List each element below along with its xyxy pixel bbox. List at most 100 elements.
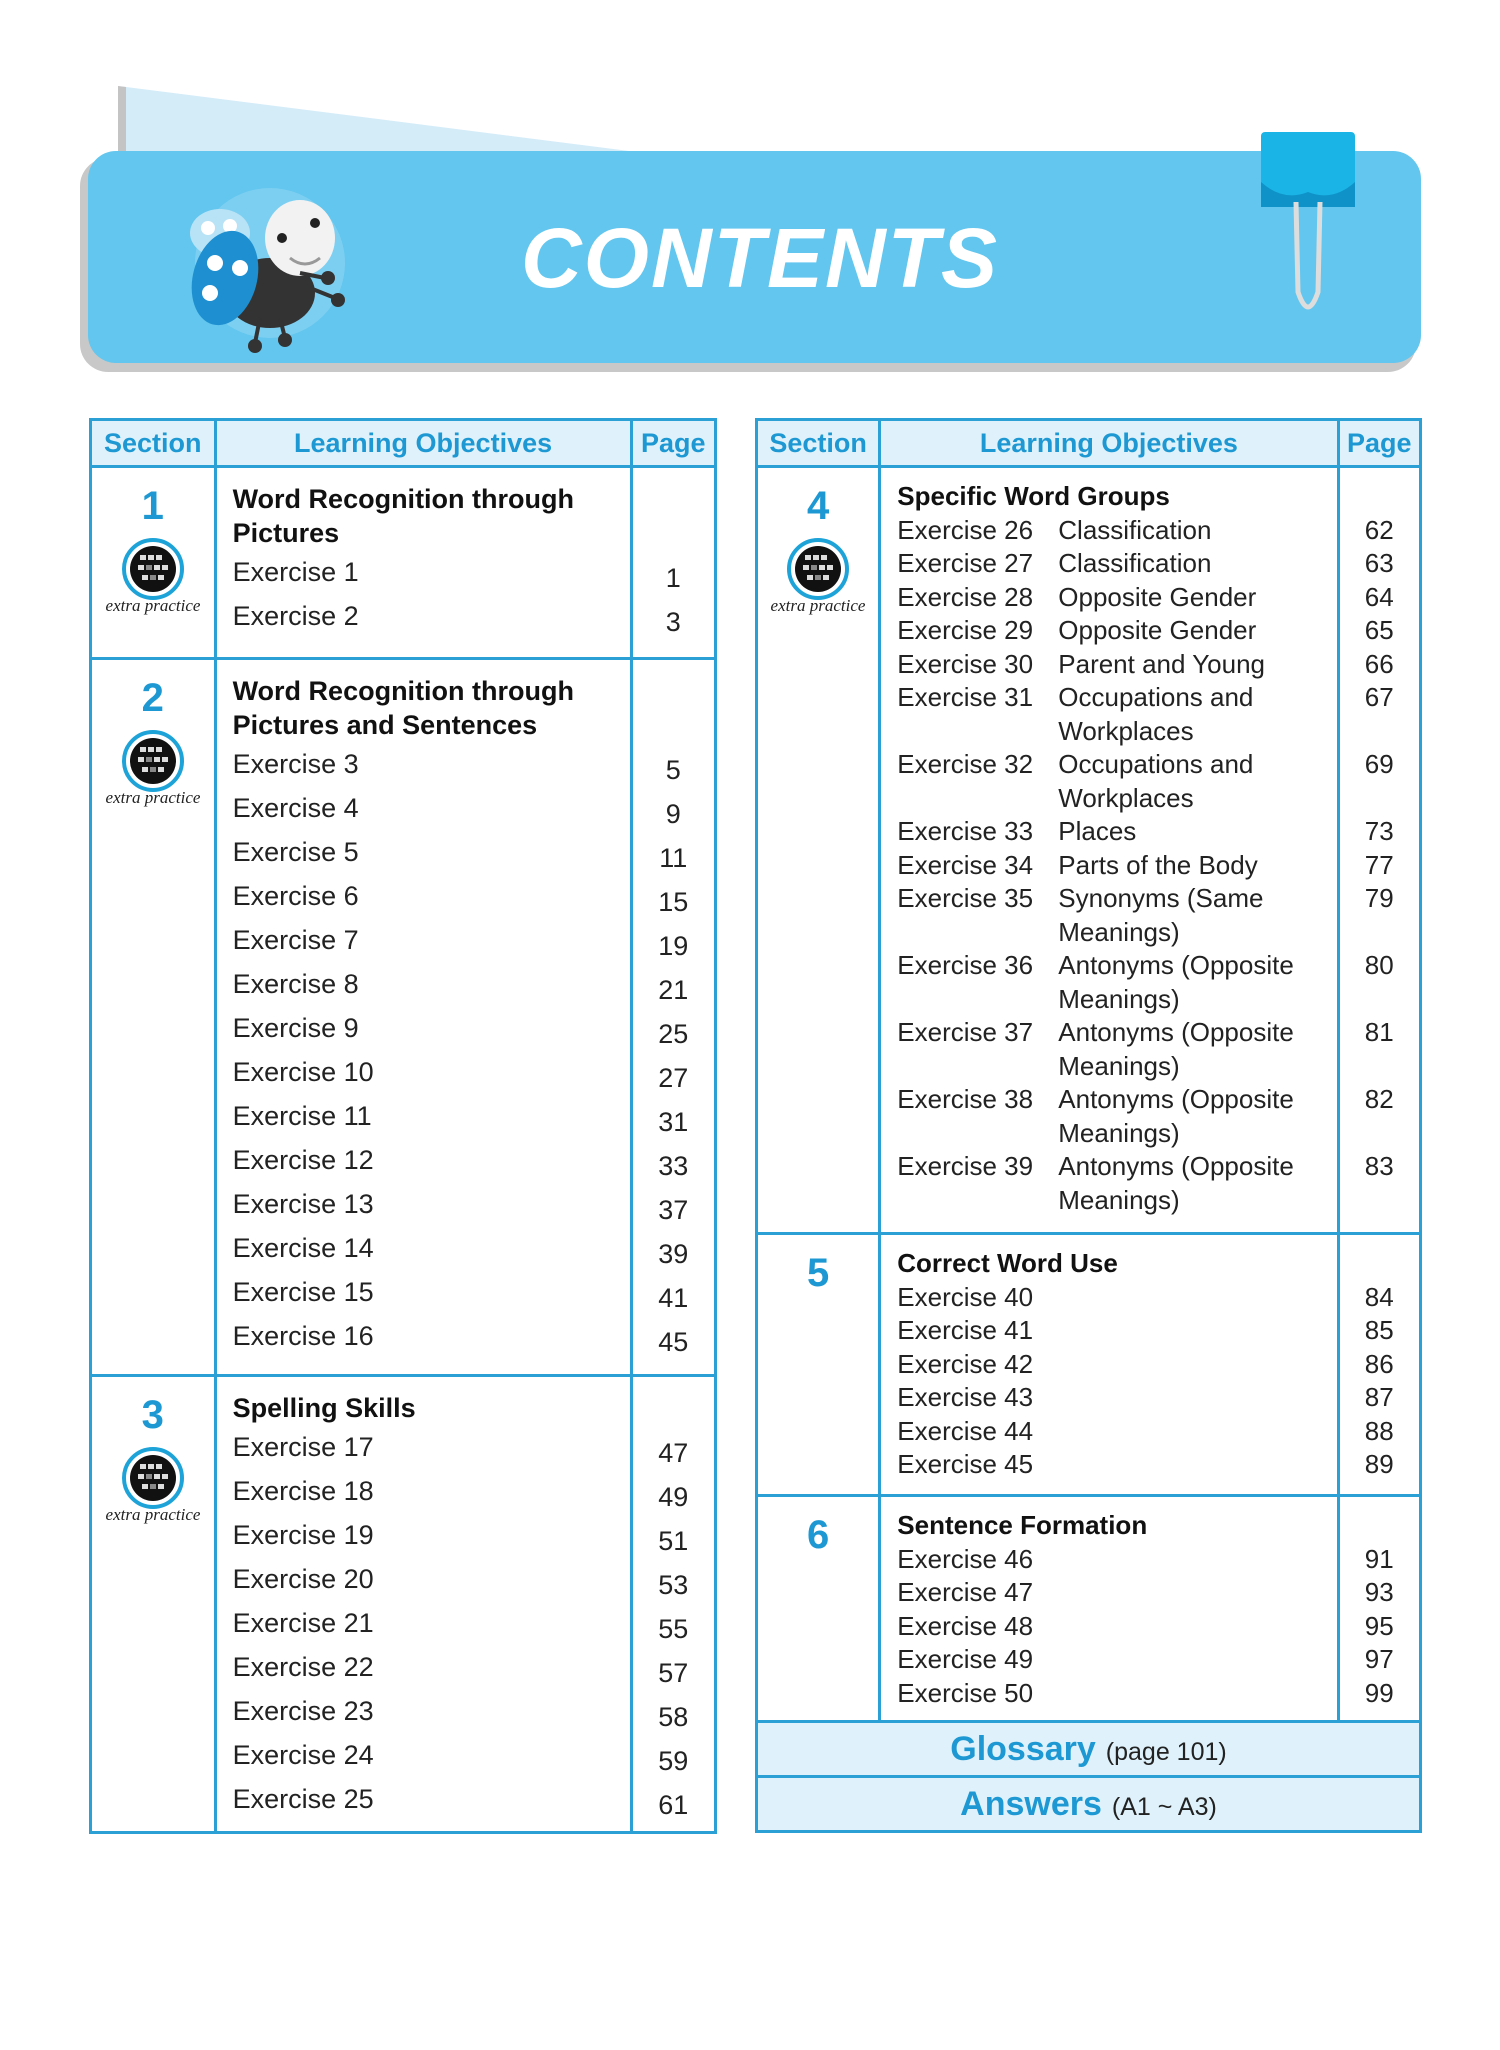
exercise-label[interactable]: Exercise 13 [232, 1189, 374, 1219]
exercise-item[interactable]: Exercise 37 Antonyms (Opposite Meanings) [897, 1016, 1336, 1083]
section-title: Specific Word Groups [897, 481, 1170, 511]
section-number: 5 [807, 1251, 830, 1295]
exercise-label: Exercise 37 [897, 1017, 1034, 1047]
exercise-item[interactable]: Exercise 45 [897, 1448, 1336, 1482]
exercise-page: 66 [1364, 648, 1394, 679]
exercise-label: Exercise 27 [897, 548, 1034, 578]
exercise-description [1058, 1610, 1308, 1644]
exercise-description [1058, 1643, 1308, 1677]
section-title: Spelling Skills [232, 1393, 416, 1423]
exercise-page: 64 [1364, 581, 1394, 612]
exercise-label[interactable]: Exercise 9 [232, 1013, 359, 1043]
page-cell: 62 63 64 65 66 67 69 73 77 79 80 81 82 83 [1336, 465, 1422, 1235]
exercise-item[interactable]: Exercise 43 [897, 1381, 1336, 1415]
exercise-item[interactable]: Exercise 28 Opposite Gender [897, 581, 1336, 615]
glossary-link[interactable]: Glossary (page 101) [755, 1720, 1422, 1778]
exercise-label[interactable]: Exercise 20 [232, 1564, 374, 1594]
column-header-section: Section [754, 418, 882, 468]
exercise-label: Exercise 46 [897, 1543, 1034, 1574]
exercise-label[interactable]: Exercise 19 [232, 1520, 374, 1550]
exercise-item[interactable]: Exercise 38 Antonyms (Opposite Meanings) [897, 1083, 1336, 1150]
exercise-page: 3 [665, 607, 681, 637]
exercise-label[interactable]: Exercise 11 [232, 1101, 372, 1131]
exercise-label[interactable]: Exercise 17 [232, 1432, 374, 1462]
exercise-page: 87 [1364, 1382, 1394, 1412]
exercise-label[interactable]: Exercise 8 [232, 969, 359, 999]
exercise-page: 95 [1364, 1610, 1394, 1641]
exercise-page: 73 [1364, 816, 1394, 846]
exercise-item[interactable]: Exercise 39 Antonyms (Opposite Meanings) [897, 1150, 1336, 1217]
exercise-item[interactable]: Exercise 29 Opposite Gender [897, 614, 1336, 648]
exercise-label[interactable]: Exercise 18 [232, 1476, 374, 1506]
exercise-label[interactable]: Exercise 15 [232, 1277, 374, 1307]
exercise-page: 51 [658, 1526, 689, 1556]
exercise-page: 15 [658, 887, 689, 917]
exercise-item[interactable]: Exercise 41 [897, 1314, 1336, 1348]
exercise-item[interactable]: Exercise 47 [897, 1576, 1336, 1610]
exercise-label: Exercise 32 [897, 749, 1034, 779]
exercise-item[interactable]: Exercise 31 Occupations and Workplaces [897, 681, 1336, 748]
exercise-label[interactable]: Exercise 22 [232, 1652, 374, 1682]
exercise-label[interactable]: Exercise 23 [232, 1696, 374, 1726]
exercise-label[interactable]: Exercise 7 [232, 925, 359, 955]
exercise-description: Occupations and Workplaces [1058, 682, 1254, 746]
exercise-item[interactable]: Exercise 40 [897, 1281, 1336, 1315]
exercise-label[interactable]: Exercise 14 [232, 1233, 374, 1263]
exercise-description [1058, 1281, 1308, 1315]
exercise-description: Places [1058, 816, 1137, 846]
exercise-label[interactable]: Exercise 25 [232, 1784, 374, 1814]
exercise-item[interactable]: Exercise 30 Parent and Young [897, 648, 1336, 682]
exercise-label: Exercise 43 [897, 1382, 1034, 1412]
exercise-label[interactable]: Exercise 1 [232, 557, 359, 587]
exercise-item[interactable]: Exercise 49 [897, 1643, 1336, 1677]
exercise-label[interactable]: Exercise 21 [232, 1608, 374, 1638]
column-header-page: Page [1336, 418, 1422, 468]
exercise-description: Antonyms (Opposite Meanings) [1058, 1151, 1294, 1215]
exercise-description [1058, 1677, 1308, 1711]
exercise-label[interactable]: Exercise 10 [232, 1057, 374, 1087]
exercise-label: Exercise 36 [897, 950, 1034, 980]
exercise-label[interactable]: Exercise 12 [232, 1145, 374, 1175]
glossary-page: (page 101) [1105, 1737, 1227, 1766]
exercise-label[interactable]: Exercise 3 [232, 749, 359, 779]
section-number: 3 [141, 1393, 164, 1437]
exercise-label[interactable]: Exercise 24 [232, 1740, 374, 1770]
exercise-label: Exercise 50 [897, 1677, 1034, 1708]
exercise-item[interactable]: Exercise 44 [897, 1415, 1336, 1449]
exercise-item[interactable]: Exercise 26 Classification [897, 514, 1336, 548]
exercise-item[interactable]: Exercise 32 Occupations and Workplaces [897, 748, 1336, 815]
section-row: 1 extra practice Word Recognition through … [89, 465, 718, 660]
extra-practice-icon: extra practice [105, 730, 201, 807]
exercise-page: 89 [1364, 1449, 1394, 1479]
exercise-description: Parent and Young [1058, 648, 1266, 679]
exercise-item[interactable]: Exercise 48 [897, 1610, 1336, 1644]
exercise-item[interactable]: Exercise 50 [897, 1677, 1336, 1711]
exercise-page: 58 [658, 1702, 689, 1732]
section-row: 3 extra practice Spelling Skills Exercise 1… [89, 1374, 718, 1834]
answers-link[interactable]: Answers (A1 ~ A3) [755, 1775, 1422, 1833]
exercise-label: Exercise 38 [897, 1084, 1034, 1114]
exercise-item[interactable]: Exercise 27 Classification [897, 547, 1336, 581]
exercise-item[interactable]: Exercise 33 Places [897, 815, 1336, 849]
page-title: CONTENTS [521, 211, 999, 305]
exercise-item[interactable]: Exercise 36 Antonyms (Opposite Meanings) [897, 949, 1336, 1016]
section-cell: 4 extra practice [754, 465, 882, 1235]
extra-practice-label: extra practice [105, 596, 200, 615]
exercise-item[interactable]: Exercise 42 [897, 1348, 1336, 1382]
column-header-section: Section [89, 418, 217, 468]
exercise-page: 55 [658, 1614, 689, 1644]
exercise-page: 77 [1364, 849, 1394, 880]
exercise-page: 19 [658, 931, 689, 961]
exercise-label: Exercise 30 [897, 648, 1034, 679]
exercise-item[interactable]: Exercise 46 [897, 1543, 1336, 1577]
exercise-item[interactable]: Exercise 35 Synonyms (Same Meanings) [897, 882, 1336, 949]
exercise-label[interactable]: Exercise 2 [232, 601, 359, 631]
exercise-label[interactable]: Exercise 16 [232, 1321, 374, 1351]
extra-practice-label: extra practice [105, 788, 200, 807]
exercise-label: Exercise 47 [897, 1577, 1034, 1607]
exercise-label[interactable]: Exercise 6 [232, 881, 359, 911]
exercise-page: 31 [658, 1107, 689, 1137]
exercise-label[interactable]: Exercise 4 [232, 793, 359, 823]
exercise-item[interactable]: Exercise 34 Parts of the Body [897, 849, 1336, 883]
exercise-label[interactable]: Exercise 5 [232, 837, 359, 867]
